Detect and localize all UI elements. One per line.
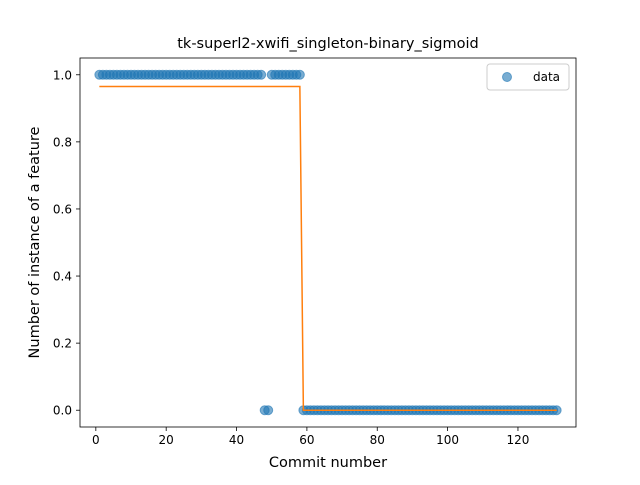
- legend-label-data: data: [533, 70, 560, 84]
- y-tick-label: 0.0: [53, 404, 72, 418]
- legend-box: [486, 63, 570, 91]
- fit-line: [99, 85, 557, 411]
- y-axis-label: Number of instance of a feature: [27, 126, 43, 358]
- x-tick-label: 80: [370, 433, 385, 447]
- legend-marker-data: [502, 72, 512, 82]
- x-tick-label: 20: [159, 433, 174, 447]
- data-point: [294, 69, 305, 80]
- series-layer: [94, 69, 562, 416]
- y-tick-label: 0.6: [53, 202, 72, 216]
- y-tick-label: 0.2: [53, 337, 72, 351]
- x-tick-label: 120: [507, 433, 530, 447]
- x-tick-label: 100: [436, 433, 459, 447]
- x-tick-label: 0: [92, 433, 100, 447]
- y-tick-label: 1.0: [53, 68, 72, 82]
- legend: data: [486, 63, 570, 91]
- data-point: [263, 405, 274, 416]
- y-axis-ticks: 0.0 0.2 0.4 0.6 0.8 1.0: [53, 68, 80, 418]
- x-tick-label: 60: [299, 433, 314, 447]
- x-axis-label: Commit number: [269, 455, 387, 471]
- y-tick-label: 0.4: [53, 270, 72, 284]
- chart-title: tk-superl2-xwifi_singleton-binary_sigmoi…: [177, 36, 479, 52]
- x-axis-ticks: 0 20 40 60 80 100 120: [92, 427, 529, 447]
- x-tick-label: 40: [229, 433, 244, 447]
- y-tick-label: 0.8: [53, 135, 72, 149]
- data-point: [256, 69, 267, 80]
- axes-frame: [79, 57, 577, 428]
